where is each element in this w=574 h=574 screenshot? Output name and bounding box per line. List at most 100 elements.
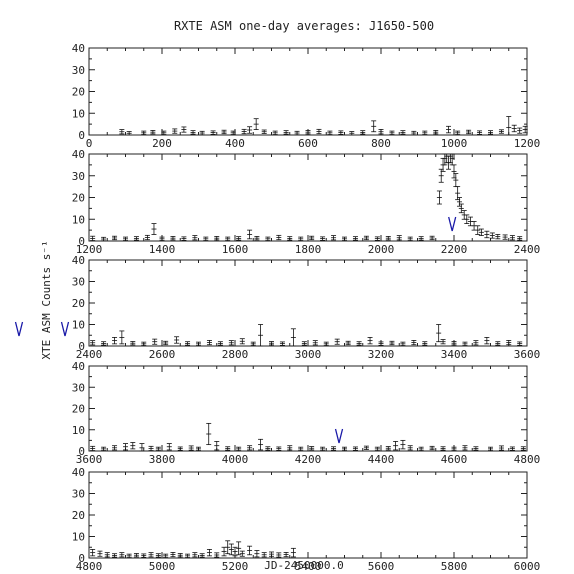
x-tick-label: 3800 xyxy=(149,453,176,466)
data-point xyxy=(488,130,493,135)
data-point xyxy=(225,540,231,555)
y-tick-label: 10 xyxy=(72,107,85,120)
data-point xyxy=(199,553,205,558)
data-point xyxy=(239,550,245,557)
x-tick-label: 2600 xyxy=(149,348,176,361)
x-tick-label: 4200 xyxy=(295,453,322,466)
data-point xyxy=(477,130,483,135)
y-tick-label: 20 xyxy=(72,403,85,416)
data-point xyxy=(141,130,147,135)
data-point xyxy=(228,340,234,346)
data-point xyxy=(473,340,479,346)
data-point xyxy=(104,552,110,558)
data-point xyxy=(331,235,337,241)
data-point xyxy=(363,235,369,241)
x-tick-label: 4000 xyxy=(222,453,249,466)
y-tick-label: 20 xyxy=(72,86,85,99)
data-point xyxy=(185,553,191,558)
y-tick-label: 40 xyxy=(72,254,85,267)
v-marker xyxy=(14,321,24,337)
data-point xyxy=(247,545,253,556)
y-tick-label: 40 xyxy=(72,42,85,55)
data-point xyxy=(236,541,242,556)
data-point xyxy=(458,203,464,214)
data-point xyxy=(203,236,209,241)
data-point xyxy=(258,438,264,451)
data-point xyxy=(389,340,395,346)
data-point xyxy=(269,341,274,346)
data-point xyxy=(371,120,377,133)
data-point xyxy=(378,129,384,135)
data-point xyxy=(451,341,457,346)
data-point xyxy=(429,235,435,241)
data-point xyxy=(101,446,107,451)
data-point xyxy=(436,190,442,205)
data-point xyxy=(265,236,271,241)
data-point xyxy=(356,341,362,346)
data-point xyxy=(506,340,512,346)
data-point xyxy=(258,324,264,347)
data-point xyxy=(511,124,517,133)
data-point xyxy=(320,236,326,241)
data-point xyxy=(130,442,136,450)
x-tick-label: 1600 xyxy=(222,243,249,256)
data-point xyxy=(159,236,165,241)
data-point xyxy=(155,446,161,451)
data-point xyxy=(400,130,406,135)
data-point xyxy=(495,341,501,346)
data-point xyxy=(342,236,347,241)
x-tick-label: 5600 xyxy=(368,560,395,573)
y-tick-label: 0 xyxy=(78,340,85,353)
data-point xyxy=(320,446,326,451)
data-point xyxy=(349,131,355,136)
data-point xyxy=(466,129,472,135)
data-point xyxy=(123,443,128,451)
x-axis-label: JD-2450000.0 xyxy=(264,559,343,572)
v-marker xyxy=(448,216,457,232)
data-point xyxy=(498,129,504,134)
data-point xyxy=(166,443,172,451)
data-point xyxy=(214,236,220,241)
data-point xyxy=(298,446,304,451)
data-point xyxy=(261,129,267,134)
data-point xyxy=(119,552,125,558)
data-point xyxy=(360,130,366,135)
data-point xyxy=(520,446,526,451)
data-point xyxy=(265,446,271,451)
data-point xyxy=(301,341,307,346)
x-tick-label: 1800 xyxy=(295,243,322,256)
data-point xyxy=(440,339,446,345)
data-point xyxy=(374,446,380,451)
data-point xyxy=(456,197,462,207)
data-point xyxy=(475,225,481,235)
data-point xyxy=(389,130,395,135)
data-point xyxy=(139,443,145,452)
x-tick-label: 4600 xyxy=(441,453,468,466)
data-point xyxy=(509,235,515,241)
data-point xyxy=(225,446,231,451)
data-point xyxy=(400,341,406,346)
data-point xyxy=(206,422,212,446)
data-point xyxy=(90,445,96,451)
y-tick-label: 40 xyxy=(72,360,85,373)
data-point xyxy=(133,236,139,241)
data-point xyxy=(462,445,468,451)
data-point xyxy=(363,445,369,450)
data-point xyxy=(172,128,178,134)
data-point xyxy=(422,341,428,346)
y-tick-label: 0 xyxy=(78,235,85,248)
data-point xyxy=(247,126,253,134)
x-tick-label: 200 xyxy=(152,137,172,150)
panel-3: 2400 2600 2800 3000 3200 3400 3600 0 10 20 30 40 xyxy=(72,254,541,361)
data-point xyxy=(163,340,169,346)
data-point xyxy=(253,118,259,130)
y-tick-label: 20 xyxy=(72,297,85,310)
data-point xyxy=(279,341,285,346)
data-point xyxy=(422,130,428,135)
data-point xyxy=(309,235,315,241)
data-point xyxy=(170,552,176,558)
data-point xyxy=(144,234,150,241)
data-point xyxy=(188,445,194,451)
y-tick-label: 30 xyxy=(72,488,85,501)
